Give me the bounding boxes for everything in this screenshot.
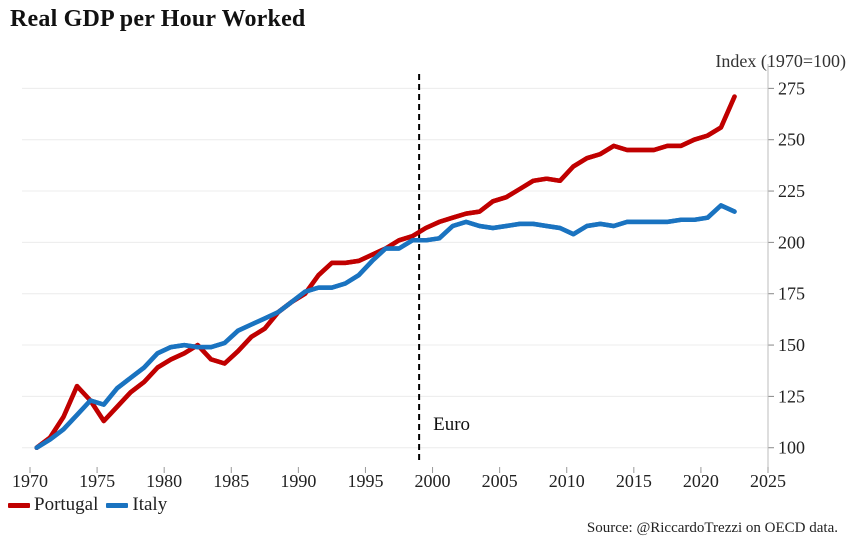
x-tick-label-2020: 2020 xyxy=(683,471,719,491)
x-tick-label-2025: 2025 xyxy=(750,471,786,491)
legend-item-italy: Italy xyxy=(106,494,167,516)
legend-swatch-portugal xyxy=(8,502,30,508)
euro-annotation: Euro xyxy=(418,74,470,462)
legend-item-portugal: Portugal xyxy=(8,494,98,516)
x-tick-label-1975: 1975 xyxy=(79,471,115,491)
legend-swatch-italy xyxy=(106,502,129,508)
x-tick-label-1970: 1970 xyxy=(12,471,48,491)
y-tick-label-175: 175 xyxy=(778,284,805,304)
x-tick-label-1990: 1990 xyxy=(280,471,316,491)
x-tick-label-1985: 1985 xyxy=(213,471,249,491)
gridlines xyxy=(22,87,768,449)
series-line-italy-overlay xyxy=(34,203,737,450)
y-tick-label-225: 225 xyxy=(778,181,805,201)
euro-annotation-label: Euro xyxy=(433,414,470,435)
source-note: Source: @RiccardoTrezzi on OECD data. xyxy=(586,520,838,536)
y-tick-label-250: 250 xyxy=(778,130,805,150)
series-line-portugal-overlay xyxy=(34,94,737,450)
legend: Portugal Italy xyxy=(8,494,167,516)
x-tick-label-2010: 2010 xyxy=(549,471,585,491)
y-tick-label-100: 100 xyxy=(778,438,805,458)
y-axis-unit-label: Index (1970=100) xyxy=(715,51,846,71)
x-tick-label-1980: 1980 xyxy=(146,471,182,491)
series-line-italy xyxy=(34,203,737,450)
legend-label-portugal: Portugal xyxy=(34,494,99,515)
y-tick-label-150: 150 xyxy=(778,335,805,355)
legend-label-italy: Italy xyxy=(132,494,168,515)
series-lines xyxy=(34,94,737,450)
chart-title: Real GDP per Hour Worked xyxy=(10,6,306,32)
axes: 100 125 150 175 200 225 250 275 1970 1975 1980 1985… xyxy=(12,64,805,491)
x-tick-label-2005: 2005 xyxy=(482,471,518,491)
y-tick-label-200: 200 xyxy=(778,232,805,252)
x-tick-label-2015: 2015 xyxy=(616,471,652,491)
x-tick-label-1995: 1995 xyxy=(347,471,383,491)
x-tick-label-2000: 2000 xyxy=(415,471,451,491)
y-tick-label-275: 275 xyxy=(778,78,805,98)
y-tick-label-125: 125 xyxy=(778,386,805,406)
